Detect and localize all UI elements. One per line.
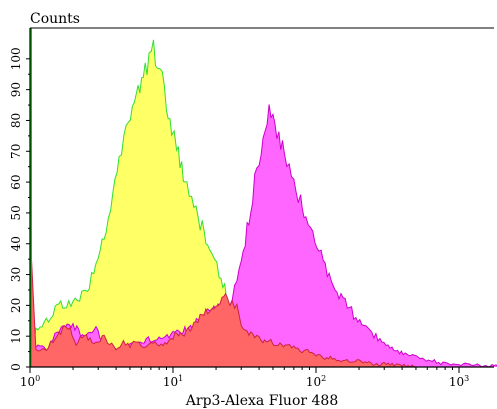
y-axis-title: Counts: [30, 11, 80, 27]
x-axis-title: Arp3-Alexa Fluor 488: [185, 393, 338, 409]
y-tick-label: 60: [9, 174, 23, 189]
y-tick-label: 70: [9, 144, 23, 159]
y-tick-label: 100: [9, 47, 23, 70]
tick-layer: 0 10 20 30 40 50 60 70 80 90 100 100 101 102 103: [9, 47, 469, 389]
x-tick-label: 101: [163, 374, 183, 389]
x-tick-label: 103: [449, 374, 469, 389]
y-tick-label: 40: [9, 236, 23, 251]
histogram-fill: [30, 39, 359, 368]
y-tick-label: 30: [9, 267, 23, 282]
histogram-series: [29, 228, 417, 368]
series-layer: [29, 28, 497, 368]
histogram-outline: [29, 228, 417, 368]
x-tick-label: 100: [20, 374, 40, 389]
x-tick-label: 102: [306, 374, 326, 389]
histogram-fill: [30, 104, 497, 367]
y-tick-label: 0: [9, 363, 23, 371]
y-tick-label: 90: [9, 82, 23, 97]
y-tick-label: 80: [9, 113, 23, 128]
y-tick-label: 10: [9, 329, 23, 344]
histogram-fill: [30, 228, 416, 367]
y-tick-label: 20: [9, 298, 23, 313]
y-tick-label: 50: [9, 205, 23, 220]
